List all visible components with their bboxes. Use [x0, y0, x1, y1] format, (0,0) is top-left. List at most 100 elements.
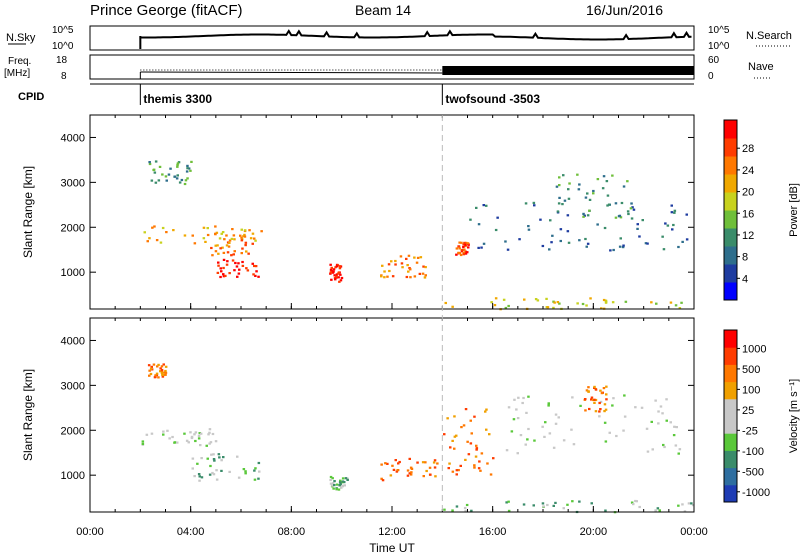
x-tick-4: 16:00: [479, 526, 507, 538]
heatmap-region-5: [443, 408, 495, 476]
x-tick-2: 08:00: [278, 526, 306, 538]
velocity-ytick-3: 4000: [61, 335, 85, 347]
heatmap-region-7: [505, 394, 682, 455]
power-cbar-swatch-8: [724, 138, 737, 157]
power-panel: 1000 2000 3000 4000 Slant Range [km] 4 8 12 16…: [21, 114, 800, 311]
power-colorbar: 4 8 12 16 20 24 28 Power [dB]: [723, 119, 800, 301]
freq-unit-label: [MHz]: [4, 68, 30, 79]
velocity-ytick-2: 3000: [61, 380, 85, 392]
nave-tick-bottom: 0: [708, 71, 714, 82]
nave-tick-top: 60: [708, 55, 720, 66]
freq-panel: Freq. [MHz] 18 8 60 0 Nave: [4, 54, 774, 82]
velocity-colorbar: 1000 500 100 25 -25 -100 -500 -1000 Velocity [m …: [723, 329, 800, 503]
heatmap-region-3: [148, 160, 193, 186]
velocity-heatmap-cells: [141, 363, 695, 514]
velocity-cbar-swatch-5: [724, 398, 737, 417]
power-ytick-2: 3000: [61, 177, 85, 189]
velocity-cbar-swatch-7: [724, 364, 737, 383]
power-cbar-label: Power [dB]: [788, 183, 800, 237]
velocity-cbar-swatch-1: [724, 467, 737, 486]
power-cbar-swatch-3: [724, 228, 737, 247]
x-axis-label: Time UT: [369, 541, 415, 554]
nsky-panel: N.Sky 10^5 10^0 10^5 10^0 N.Search: [6, 25, 792, 52]
velocity-cbar-swatch-0: [724, 484, 737, 503]
freq-label: Freq.: [8, 56, 31, 67]
power-cbar-tick-6: 28: [742, 143, 754, 155]
x-tick-5: 20:00: [580, 526, 608, 538]
x-tick-3: 12:00: [378, 526, 406, 538]
power-cbar-tick-1: 8: [742, 252, 748, 264]
power-ylabel: Slant Range [km]: [21, 166, 35, 258]
heatmap-region-8: [583, 385, 608, 413]
power-ytick-3: 4000: [61, 132, 85, 144]
freq-line-themis: [140, 71, 443, 74]
heatmap-region-0: [143, 225, 263, 245]
x-tick-6: 00:00: [680, 526, 708, 538]
nsky-tick-top: 10^5: [52, 25, 74, 36]
cpid-segment-1: twofsound -3503: [445, 92, 540, 106]
velocity-cbar-swatch-3: [724, 433, 737, 451]
velocity-ylabel: Slant Range [km]: [21, 369, 35, 461]
heatmap-region-2: [204, 232, 255, 257]
velocity-cbar-tick-5: -100: [742, 446, 764, 458]
nave-label: Nave: [748, 61, 774, 73]
heatmap-region-4: [380, 457, 439, 482]
velocity-cbar-tick-7: -1000: [742, 487, 770, 499]
velocity-ytick-0: 1000: [61, 470, 85, 482]
power-cbar-tick-0: 4: [742, 273, 748, 285]
cpid-label: CPID: [18, 91, 44, 103]
cpid-row: CPID themis 3300 twofsound -3503: [18, 83, 694, 106]
velocity-cbar-label: Velocity [m s⁻¹]: [788, 379, 800, 453]
velocity-cbar-tick-2: 100: [742, 384, 760, 396]
x-tick-1: 04:00: [177, 526, 205, 538]
power-cbar-swatch-1: [724, 264, 737, 283]
power-cbar-tick-3: 16: [742, 208, 754, 220]
heatmap-region-6: [455, 241, 470, 257]
freq-tick-top: 18: [56, 55, 68, 66]
velocity-cbar-tick-3: 25: [742, 405, 754, 417]
velocity-cbar-swatch-4: [724, 416, 737, 434]
velocity-cbar-swatch-6: [724, 381, 737, 400]
power-cbar-swatch-2: [724, 246, 737, 265]
power-cbar-swatch-4: [724, 210, 737, 229]
heatmap-region-2: [147, 363, 168, 379]
heatmap-region-5: [380, 254, 427, 279]
beam-title: Beam 14: [355, 2, 411, 18]
power-cbar-tick-4: 20: [742, 187, 754, 199]
velocity-cbar-tick-6: -500: [742, 466, 764, 478]
heatmap-region-6: [443, 499, 695, 514]
power-cbar-swatch-6: [724, 174, 737, 193]
heatmap-region-9: [555, 173, 633, 219]
nsearch-tick-top: 10^5: [708, 25, 730, 36]
heatmap-region-1: [216, 258, 260, 279]
velocity-cbar-swatch-8: [724, 347, 737, 365]
nsearch-tick-bottom: 10^0: [708, 41, 730, 52]
freq-block-twofsound: [442, 66, 694, 75]
nsearch-label: N.Search: [746, 30, 792, 42]
velocity-cbar-tick-4: -25: [742, 425, 758, 437]
heatmap-region-7: [444, 297, 683, 311]
velocity-panel: 1000 2000 3000 4000 Slant Range [km] 1000 50…: [21, 115, 800, 554]
freq-series: [139, 66, 694, 79]
heatmap-region-4: [329, 263, 344, 283]
x-tick-0: 00:00: [76, 526, 104, 538]
velocity-ytick-1: 2000: [61, 425, 85, 437]
velocity-cbar-swatch-9: [724, 330, 737, 348]
date-title: 16/Jun/2016: [586, 2, 663, 18]
power-cbar-tick-2: 12: [742, 230, 754, 242]
velocity-cbar-tick-1: 500: [742, 364, 760, 376]
nsky-series: [139, 29, 692, 49]
power-cbar-swatch-7: [724, 156, 737, 175]
nsky-label: N.Sky: [6, 32, 36, 44]
power-heatmap-cells: [143, 160, 689, 311]
cpid-segment-0: themis 3300: [143, 92, 212, 106]
heatmap-region-0: [141, 428, 218, 447]
station-title: Prince George (fitACF): [90, 2, 243, 19]
power-cbar-swatch-9: [724, 120, 737, 139]
nsky-tick-bottom: 10^0: [52, 41, 74, 52]
power-ytick-1: 2000: [61, 222, 85, 234]
power-cbar-swatch-5: [724, 192, 737, 211]
heatmap-region-3: [329, 475, 349, 491]
